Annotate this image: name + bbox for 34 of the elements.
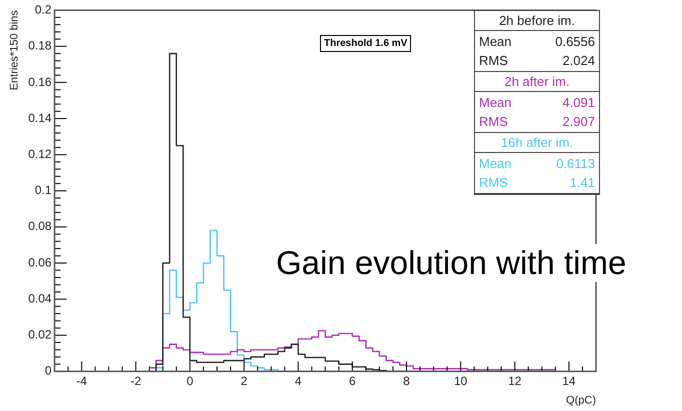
text: 2h after im. bbox=[475, 72, 599, 92]
y-tick-label: 0.16 bbox=[28, 74, 52, 89]
text: 16h after im. bbox=[475, 133, 599, 154]
y-tick-label: 0.06 bbox=[28, 255, 52, 270]
x-tick-label: 6 bbox=[349, 374, 356, 388]
y-tick-label: 0.14 bbox=[28, 110, 52, 125]
y-tick-label: 0.18 bbox=[28, 38, 52, 53]
x-tick-label: 12 bbox=[508, 374, 522, 388]
x-tick-label: 14 bbox=[562, 374, 576, 388]
y-tick-label: 0.12 bbox=[28, 146, 52, 161]
y-tick-label: 0.04 bbox=[28, 291, 52, 306]
x-tick-label: 0 bbox=[186, 374, 194, 388]
y-tick-label: 0.1 bbox=[34, 183, 52, 198]
text: Mean 0.6556 bbox=[479, 34, 595, 50]
text: RMS 2.024 bbox=[479, 53, 595, 68]
x-tick-label: -2 bbox=[130, 374, 142, 388]
x-tick-label: 8 bbox=[403, 374, 410, 388]
y-tick-label: 0.08 bbox=[28, 219, 52, 234]
x-tick-label: 2 bbox=[240, 374, 248, 388]
y-tick-label: 0.2 bbox=[34, 2, 52, 17]
text: RMS 1.41 bbox=[479, 175, 595, 190]
x-tick-label: -4 bbox=[76, 374, 88, 388]
annotation: Threshold 1.6 mV bbox=[320, 35, 412, 52]
x-axis-title: Q(pC) bbox=[566, 394, 596, 406]
text: Mean 0.6113 bbox=[479, 156, 595, 172]
x-tick-label: 10 bbox=[454, 374, 468, 388]
annotation: Gain evolution with time bbox=[276, 244, 626, 282]
text: 2h before im. bbox=[475, 11, 599, 32]
y-tick-label: 0.02 bbox=[28, 328, 52, 342]
y-axis-title: Entries*150 bins bbox=[8, 10, 21, 90]
text: RMS 2.907 bbox=[479, 114, 595, 130]
x-tick-label: 4 bbox=[294, 374, 302, 388]
y-tick-label: 0 bbox=[44, 364, 52, 378]
text: Mean 4.091 bbox=[479, 95, 595, 110]
